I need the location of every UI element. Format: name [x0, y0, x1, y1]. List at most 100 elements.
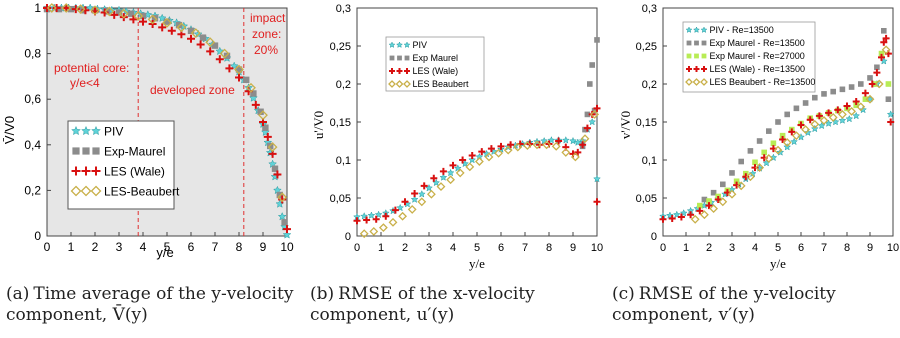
data-point: [382, 212, 390, 220]
data-point: [779, 132, 786, 139]
x-tick-label: 3: [116, 240, 123, 254]
data-point: [773, 145, 783, 155]
legend-label: LES-Beaubert: [104, 185, 180, 199]
data-point: [388, 217, 398, 227]
data-point: [118, 8, 129, 19]
data-point: [847, 106, 857, 116]
legend-label: LES Beaubert: [413, 79, 470, 89]
x-tick-label: 3: [426, 242, 432, 254]
data-point: [535, 141, 543, 149]
data-point: [687, 211, 695, 219]
data-point: [784, 111, 790, 118]
caption-b: (b) RMSE of the x-velocity component, u′(…: [310, 284, 600, 326]
legend-marker: [90, 185, 102, 197]
x-tick-label: 10: [591, 242, 603, 254]
data-point: [430, 174, 438, 182]
data-point: [211, 42, 219, 49]
legend-marker: [692, 78, 701, 86]
data-point: [235, 73, 243, 82]
data-point: [593, 104, 601, 112]
data-point: [853, 102, 859, 109]
zone-label-core: potential core:: [54, 61, 129, 75]
data-point: [411, 189, 419, 197]
legend-label: Exp Maurel: [413, 53, 459, 63]
data-point: [372, 215, 380, 223]
data-point: [848, 84, 855, 90]
data-point: [677, 213, 685, 221]
data-point: [837, 109, 847, 119]
data-point: [215, 55, 224, 64]
y-tick-label: 0,8: [24, 47, 41, 61]
legend-label: LES Beaubert - Re=13500: [710, 77, 816, 87]
data-point: [251, 100, 260, 109]
legend-marker: [72, 147, 80, 155]
legend-label: PIV: [413, 40, 428, 50]
y-tick-label: 0,05: [636, 193, 657, 205]
legend-marker: [701, 53, 707, 59]
y-tick-label: 0: [34, 229, 41, 243]
data-point: [790, 137, 799, 146]
data-point: [250, 90, 257, 97]
data-point: [273, 170, 282, 179]
x-tick-label: 5: [775, 242, 781, 254]
data-point: [709, 204, 719, 214]
data-point: [426, 189, 436, 199]
data-point: [803, 128, 812, 137]
data-point: [747, 148, 754, 154]
data-point: [129, 15, 138, 24]
x-tick-label: 6: [798, 242, 804, 254]
x-tick-label: 6: [188, 240, 195, 254]
data-point: [243, 76, 250, 84]
data-point: [668, 215, 676, 223]
data-point: [478, 148, 486, 156]
x-tick-label: 0: [354, 242, 360, 254]
data-point: [225, 64, 234, 73]
panel-b-xlabel: y/e: [469, 256, 485, 271]
panel-b-ylabel: u'/V0: [311, 111, 326, 139]
x-tick-label: 8: [546, 242, 552, 254]
legend-items: PIV Exp Maurel LES (Wale) LES Beaubert: [388, 40, 470, 89]
panel-b-chart: 0 1 2 3 4 5 6 7 8 9 10 0 0,05 0,1 0,15 0,2 0,25 0,3 PIV Ex…: [311, 3, 603, 271]
legend-marker: [404, 68, 410, 74]
data-point: [363, 216, 371, 224]
data-point: [246, 82, 256, 93]
legend-label: LES (Wale) - Re=13500: [710, 64, 805, 74]
data-point: [838, 116, 847, 124]
x-tick-label: 10: [280, 240, 294, 254]
y-tick-label: 0,05: [330, 193, 351, 205]
data-point: [487, 145, 495, 153]
x-tick-label: 0: [44, 240, 51, 254]
data-point: [396, 203, 405, 212]
caption-a-label: (a): [6, 284, 30, 304]
zone-label-impact-pct: 20%: [254, 43, 278, 57]
data-point: [497, 142, 505, 150]
x-tick-label: 7: [212, 240, 219, 254]
data-point: [574, 148, 582, 156]
data-point: [522, 141, 532, 150]
data-point: [881, 28, 887, 34]
data-point: [484, 152, 494, 162]
data-point: [594, 37, 600, 43]
data-point: [706, 198, 712, 204]
data-point: [791, 131, 801, 141]
x-tick-label: 9: [867, 242, 873, 254]
legend-marker: [404, 55, 410, 61]
data-point: [589, 62, 595, 68]
data-point: [878, 50, 885, 57]
data-point: [793, 105, 800, 112]
data-point: [821, 91, 827, 97]
data-point: [262, 124, 269, 131]
data-point: [812, 94, 818, 101]
data-point: [162, 17, 172, 28]
y-tick-label: 0,3: [642, 3, 657, 15]
y-tick-label: 0,1: [336, 155, 351, 167]
panel-a-xlabel: y/e: [156, 245, 173, 260]
data-point: [219, 48, 230, 59]
data-point: [401, 198, 409, 206]
panel-a-legend: PIV Exp-Maurel LES (Wale) LES-Beaubert: [67, 120, 180, 210]
data-point: [736, 181, 746, 191]
data-point: [190, 28, 201, 38]
data-point: [752, 159, 758, 166]
data-point: [590, 109, 600, 119]
data-point: [880, 38, 888, 46]
